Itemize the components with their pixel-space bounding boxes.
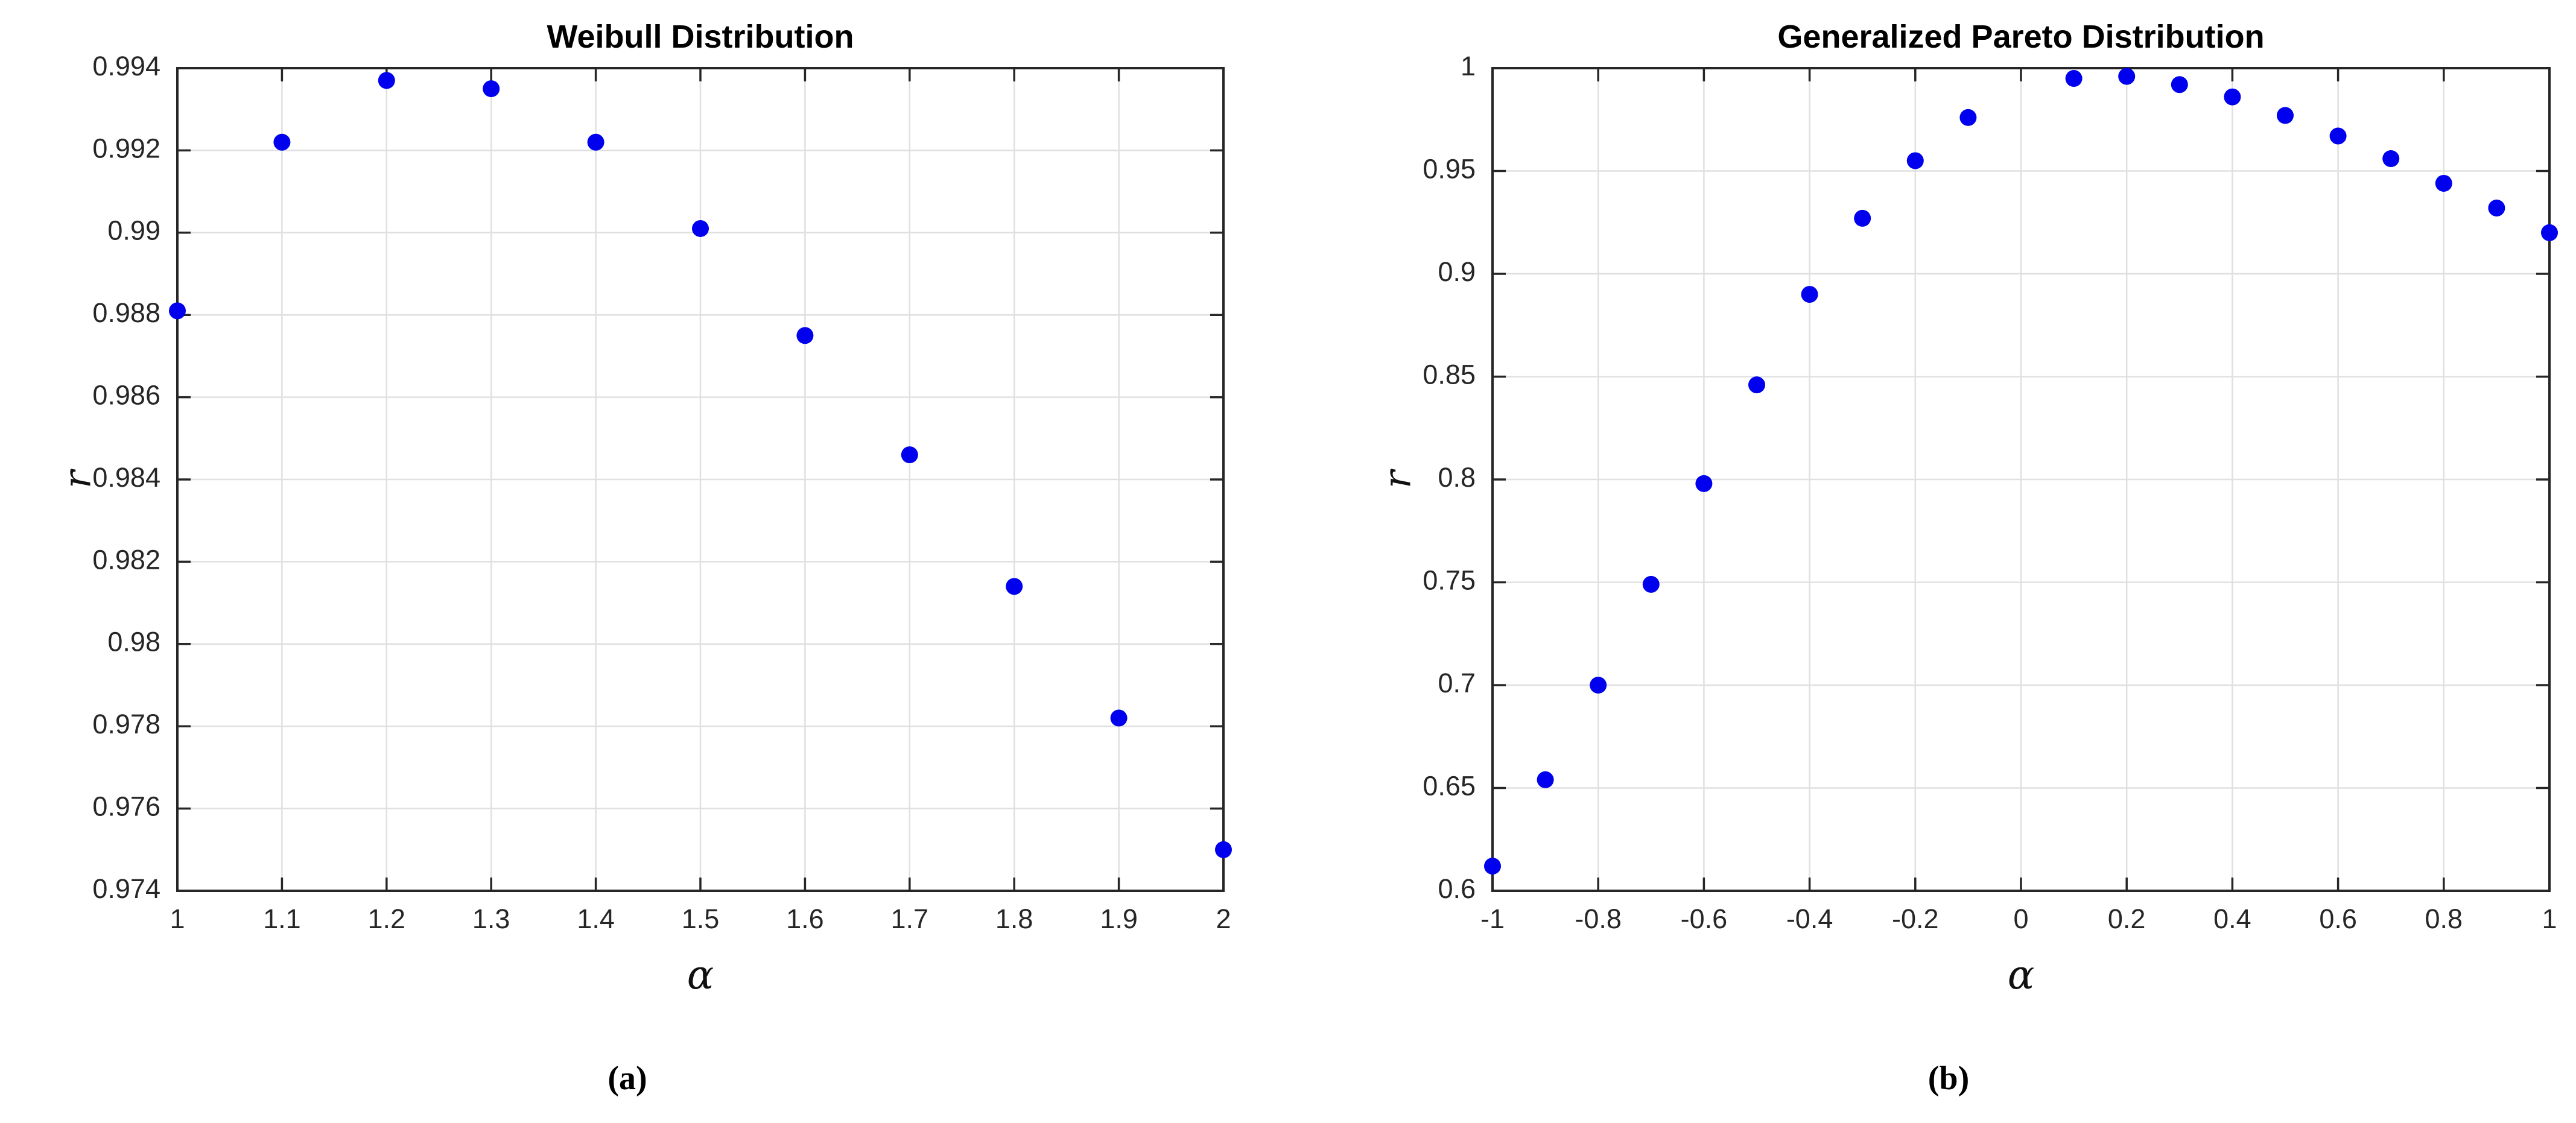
y-axis-label-right: r: [1375, 470, 1420, 489]
x-axis-label-right: α: [2007, 952, 2035, 998]
plot-title-pareto: Generalized Pareto Distribution: [1777, 19, 2265, 55]
data-point: [1642, 575, 1660, 593]
x-tick-label: 0.2: [2108, 903, 2146, 934]
subfigure-caption-b: (b): [1927, 1060, 1970, 1097]
data-point: [2435, 174, 2452, 192]
x-tick-label: 0.6: [2319, 903, 2357, 934]
y-tick-label: 0.974: [92, 873, 160, 904]
x-tick-label: 0.8: [2425, 903, 2463, 934]
y-tick-label: 0.75: [1423, 565, 1476, 595]
x-tick-label: 2: [1216, 903, 1231, 934]
y-tick-label: 0.994: [92, 51, 160, 81]
y-tick-label: 0.992: [92, 133, 160, 163]
y-tick-label: 0.9: [1438, 256, 1476, 287]
plot-box: [176, 67, 1225, 892]
y-tick-label: 0.8: [1438, 462, 1476, 493]
y-tick-label: 0.85: [1423, 359, 1476, 390]
data-point: [2488, 199, 2505, 217]
data-point: [1906, 152, 1924, 169]
x-tick-label: -0.4: [1786, 903, 1833, 934]
data-point: [796, 327, 814, 344]
y-tick-label: 0.65: [1423, 770, 1476, 801]
data-point: [2224, 88, 2241, 106]
plot-box: [1491, 67, 2551, 892]
y-tick-label: 0.95: [1423, 153, 1476, 184]
data-point: [1215, 841, 1232, 858]
data-point: [1801, 286, 1818, 303]
y-tick-label: 0.6: [1438, 873, 1476, 904]
x-tick-label: 1.6: [786, 903, 824, 934]
x-axis-label-left: α: [687, 952, 714, 998]
data-point: [692, 220, 709, 237]
data-point: [273, 133, 291, 151]
data-point: [2118, 68, 2136, 85]
x-tick-label: -0.2: [1892, 903, 1939, 934]
x-tick-label: 1.7: [891, 903, 929, 934]
data-point: [1959, 109, 1977, 126]
data-point: [2329, 127, 2347, 145]
x-tick-label: 0.4: [2213, 903, 2251, 934]
data-point: [1748, 376, 1765, 394]
x-tick-label: 1.2: [368, 903, 406, 934]
data-point: [378, 72, 395, 89]
x-tick-label: -0.8: [1575, 903, 1622, 934]
x-tick-label: 1.5: [682, 903, 720, 934]
y-axis-label-left: r: [55, 470, 100, 489]
y-tick-label: 0.986: [92, 379, 160, 410]
data-point: [1590, 677, 1607, 694]
x-tick-label: 1: [170, 903, 185, 934]
data-point: [1695, 475, 1713, 492]
data-point: [2065, 70, 2083, 87]
y-tick-label: 0.984: [92, 462, 160, 493]
data-point: [169, 302, 186, 320]
y-tick-label: 1: [1461, 51, 1476, 81]
subfigure-caption-a: (a): [608, 1060, 647, 1097]
data-point: [1006, 578, 1023, 595]
data-point: [2541, 224, 2558, 241]
x-tick-label: 1.8: [995, 903, 1033, 934]
data-point: [2277, 107, 2294, 124]
data-point: [483, 80, 500, 98]
y-tick-label: 0.982: [92, 544, 160, 575]
data-point: [2382, 150, 2400, 168]
y-tick-label: 0.99: [107, 215, 160, 246]
y-tick-label: 0.988: [92, 297, 160, 328]
y-tick-label: 0.976: [92, 791, 160, 821]
x-tick-label: 1.3: [472, 903, 510, 934]
plot-title-weibull: Weibull Distribution: [547, 19, 854, 55]
data-point: [2171, 76, 2188, 93]
data-point: [1484, 858, 1501, 875]
x-tick-label: -1: [1480, 903, 1505, 934]
y-tick-label: 0.7: [1438, 668, 1476, 698]
data-point: [1854, 209, 1871, 227]
x-tick-label: 0: [2013, 903, 2028, 934]
x-tick-label: -0.6: [1681, 903, 1728, 934]
data-point: [901, 446, 918, 464]
y-tick-label: 0.978: [92, 709, 160, 739]
x-tick-label: 1: [2542, 903, 2557, 934]
x-tick-label: 1.9: [1100, 903, 1138, 934]
data-point: [587, 133, 604, 151]
y-tick-label: 0.98: [107, 627, 160, 657]
data-point: [1110, 709, 1128, 727]
x-tick-label: 1.4: [577, 903, 615, 934]
x-tick-label: 1.1: [263, 903, 301, 934]
data-point: [1537, 771, 1554, 788]
